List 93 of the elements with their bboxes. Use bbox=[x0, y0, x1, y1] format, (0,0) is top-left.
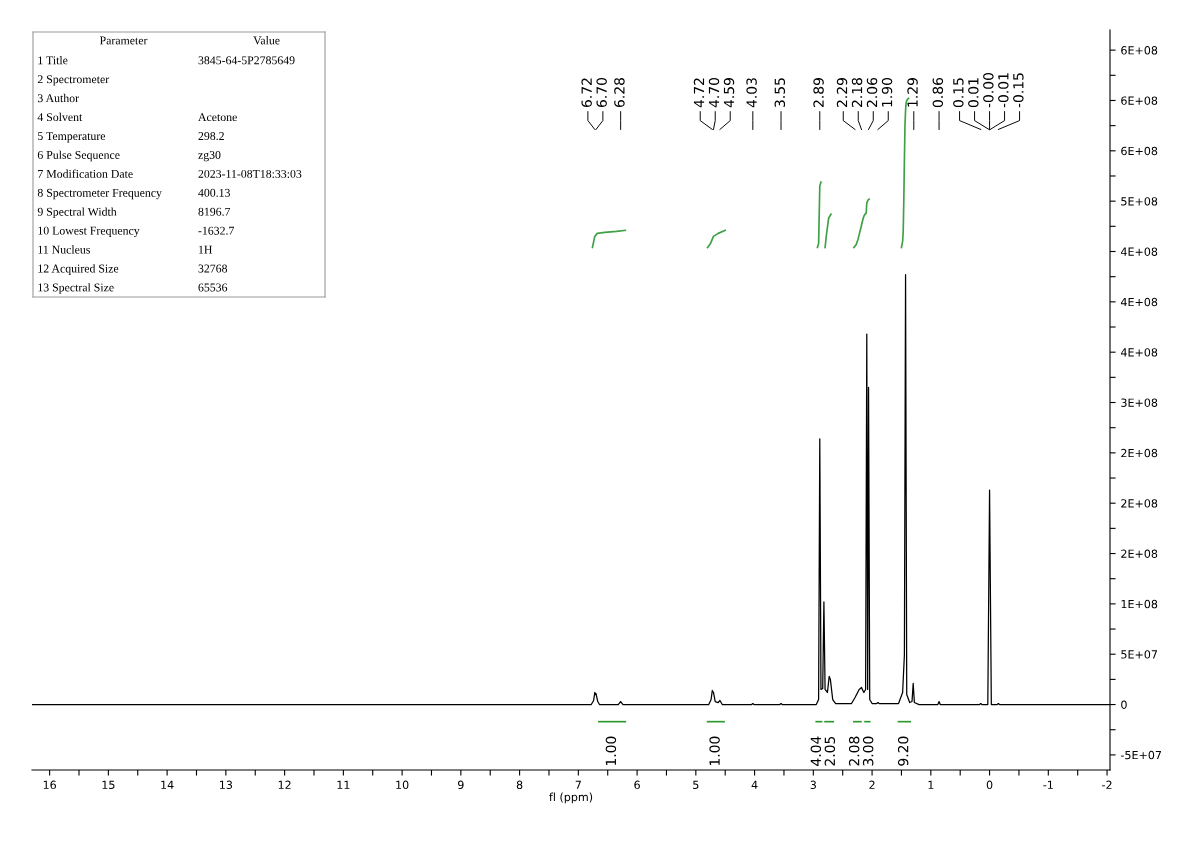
line-series bbox=[816, 181, 822, 249]
annotation: 6.72 bbox=[581, 78, 592, 108]
text: zg30 bbox=[198, 150, 221, 162]
annotation: Parameter bbox=[99, 36, 148, 45]
line-series bbox=[824, 213, 832, 249]
x-tick-label: 5 bbox=[693, 780, 699, 790]
text: 8196.7 bbox=[198, 207, 231, 216]
x-tick-label: 2 bbox=[869, 780, 875, 789]
y-tick-label: 6E+08 bbox=[1121, 146, 1158, 156]
x-tick-label: 4 bbox=[751, 780, 758, 789]
annotation: 6.28 bbox=[614, 78, 625, 108]
annotation: -0.00 bbox=[983, 72, 994, 108]
text: -1632.7 bbox=[198, 226, 235, 235]
y-tick-label: 4E+08 bbox=[1120, 297, 1158, 307]
category-label: 10 Lowest Frequency bbox=[38, 226, 140, 238]
annotation: 2.08 bbox=[848, 736, 860, 766]
y-tick-label: 5E+08 bbox=[1121, 197, 1158, 206]
category-label: 12 Acquired Size bbox=[38, 264, 119, 275]
annotation: 2.18 bbox=[851, 78, 863, 107]
y-tick-label: -5E+07 bbox=[1120, 750, 1162, 760]
text: 298.2 bbox=[198, 132, 224, 141]
annotation: 6.70 bbox=[596, 78, 607, 108]
text: 3845-64-5P2785649 bbox=[198, 56, 295, 65]
y-tick-label: 5E+07 bbox=[1121, 650, 1158, 659]
annotation: 2.06 bbox=[866, 77, 878, 107]
y-tick-label: 6E+08 bbox=[1121, 46, 1158, 55]
x-tick-label: 15 bbox=[102, 780, 115, 790]
annotation: 0.86 bbox=[932, 77, 944, 108]
category-label: 11 Nucleus bbox=[38, 245, 90, 254]
y-tick-label: 0 bbox=[1121, 700, 1127, 709]
text: 32768 bbox=[198, 264, 228, 273]
category-label: 2 Spectrometer bbox=[37, 75, 110, 86]
x-tick-label: 14 bbox=[161, 780, 174, 789]
x-tick-label: 6 bbox=[634, 780, 640, 790]
text: 1H bbox=[199, 245, 213, 254]
annotation: 9.20 bbox=[897, 736, 909, 766]
category-label: 13 Spectral Size bbox=[38, 283, 114, 294]
annotation: -0.01 bbox=[998, 73, 1009, 108]
category-label: 1 Title bbox=[38, 55, 68, 65]
text: 2023-11-08T18:33:03 bbox=[198, 169, 302, 178]
annotation: 4.70 bbox=[708, 78, 720, 108]
annotation: 2.89 bbox=[813, 78, 824, 107]
x-tick-label: 8 bbox=[516, 780, 523, 790]
annotation: 2.29 bbox=[836, 78, 848, 107]
annotation: 3.00 bbox=[862, 736, 874, 766]
annotation: 4.03 bbox=[746, 78, 757, 108]
line-series bbox=[706, 229, 727, 249]
line-series bbox=[591, 229, 627, 249]
annotation: 3.55 bbox=[774, 78, 786, 107]
category-label: 3 Author bbox=[37, 93, 79, 103]
x-tick-label: -1 bbox=[1043, 780, 1053, 789]
x-tick-label: 12 bbox=[278, 780, 291, 789]
x-tick-label: 0 bbox=[986, 780, 993, 790]
annotation: 2.05 bbox=[824, 736, 836, 766]
x-tick-label: 16 bbox=[43, 780, 56, 790]
y-tick-label: 2E+08 bbox=[1121, 549, 1158, 558]
annotation: -0.15 bbox=[1013, 73, 1024, 108]
category-label: 4 Solvent bbox=[37, 112, 83, 122]
y-tick-label: 2E+08 bbox=[1121, 448, 1158, 458]
annotation: 4.72 bbox=[693, 78, 705, 108]
x-axis-title: fl (ppm) bbox=[549, 792, 593, 804]
annotation: 1.00 bbox=[605, 736, 617, 766]
category-label: 7 Modification Date bbox=[38, 169, 133, 178]
category-label: 5 Temperature bbox=[38, 132, 106, 143]
y-tick-label: 4E+08 bbox=[1120, 247, 1158, 256]
text: Acetone bbox=[198, 113, 237, 122]
text: 400.13 bbox=[198, 188, 230, 197]
x-tick-label: 3 bbox=[810, 780, 816, 790]
x-tick-label: 10 bbox=[396, 780, 409, 790]
y-tick-label: 3E+08 bbox=[1121, 398, 1158, 407]
x-tick-label: -2 bbox=[1102, 780, 1112, 789]
y-tick-label: 4E+08 bbox=[1120, 348, 1158, 357]
x-tick-label: 1 bbox=[928, 780, 934, 789]
y-tick-label: 6E+08 bbox=[1121, 96, 1158, 105]
category-label: 9 Spectral Width bbox=[37, 207, 117, 219]
annotation: 1.90 bbox=[881, 78, 893, 107]
annotation: 1.00 bbox=[709, 736, 720, 766]
x-tick-label: 11 bbox=[337, 780, 350, 789]
annotation: 1.29 bbox=[907, 78, 918, 107]
y-tick-label: 2E+08 bbox=[1121, 499, 1158, 508]
y-tick-label: 1E+08 bbox=[1121, 599, 1158, 609]
annotation: Value bbox=[253, 36, 280, 45]
category-label: 6 Pulse Sequence bbox=[37, 150, 120, 162]
line-series bbox=[853, 198, 870, 249]
x-tick-label: 9 bbox=[458, 780, 464, 790]
category-label: 8 Spectrometer Frequency bbox=[37, 188, 162, 200]
x-tick-label: 7 bbox=[575, 780, 581, 789]
text: 65536 bbox=[198, 283, 228, 292]
annotation: 0.15 bbox=[953, 78, 964, 108]
annotation: 4.59 bbox=[723, 78, 735, 108]
annotation: 4.04 bbox=[810, 736, 822, 766]
x-tick-label: 13 bbox=[220, 780, 233, 790]
annotation: 0.01 bbox=[968, 78, 979, 108]
